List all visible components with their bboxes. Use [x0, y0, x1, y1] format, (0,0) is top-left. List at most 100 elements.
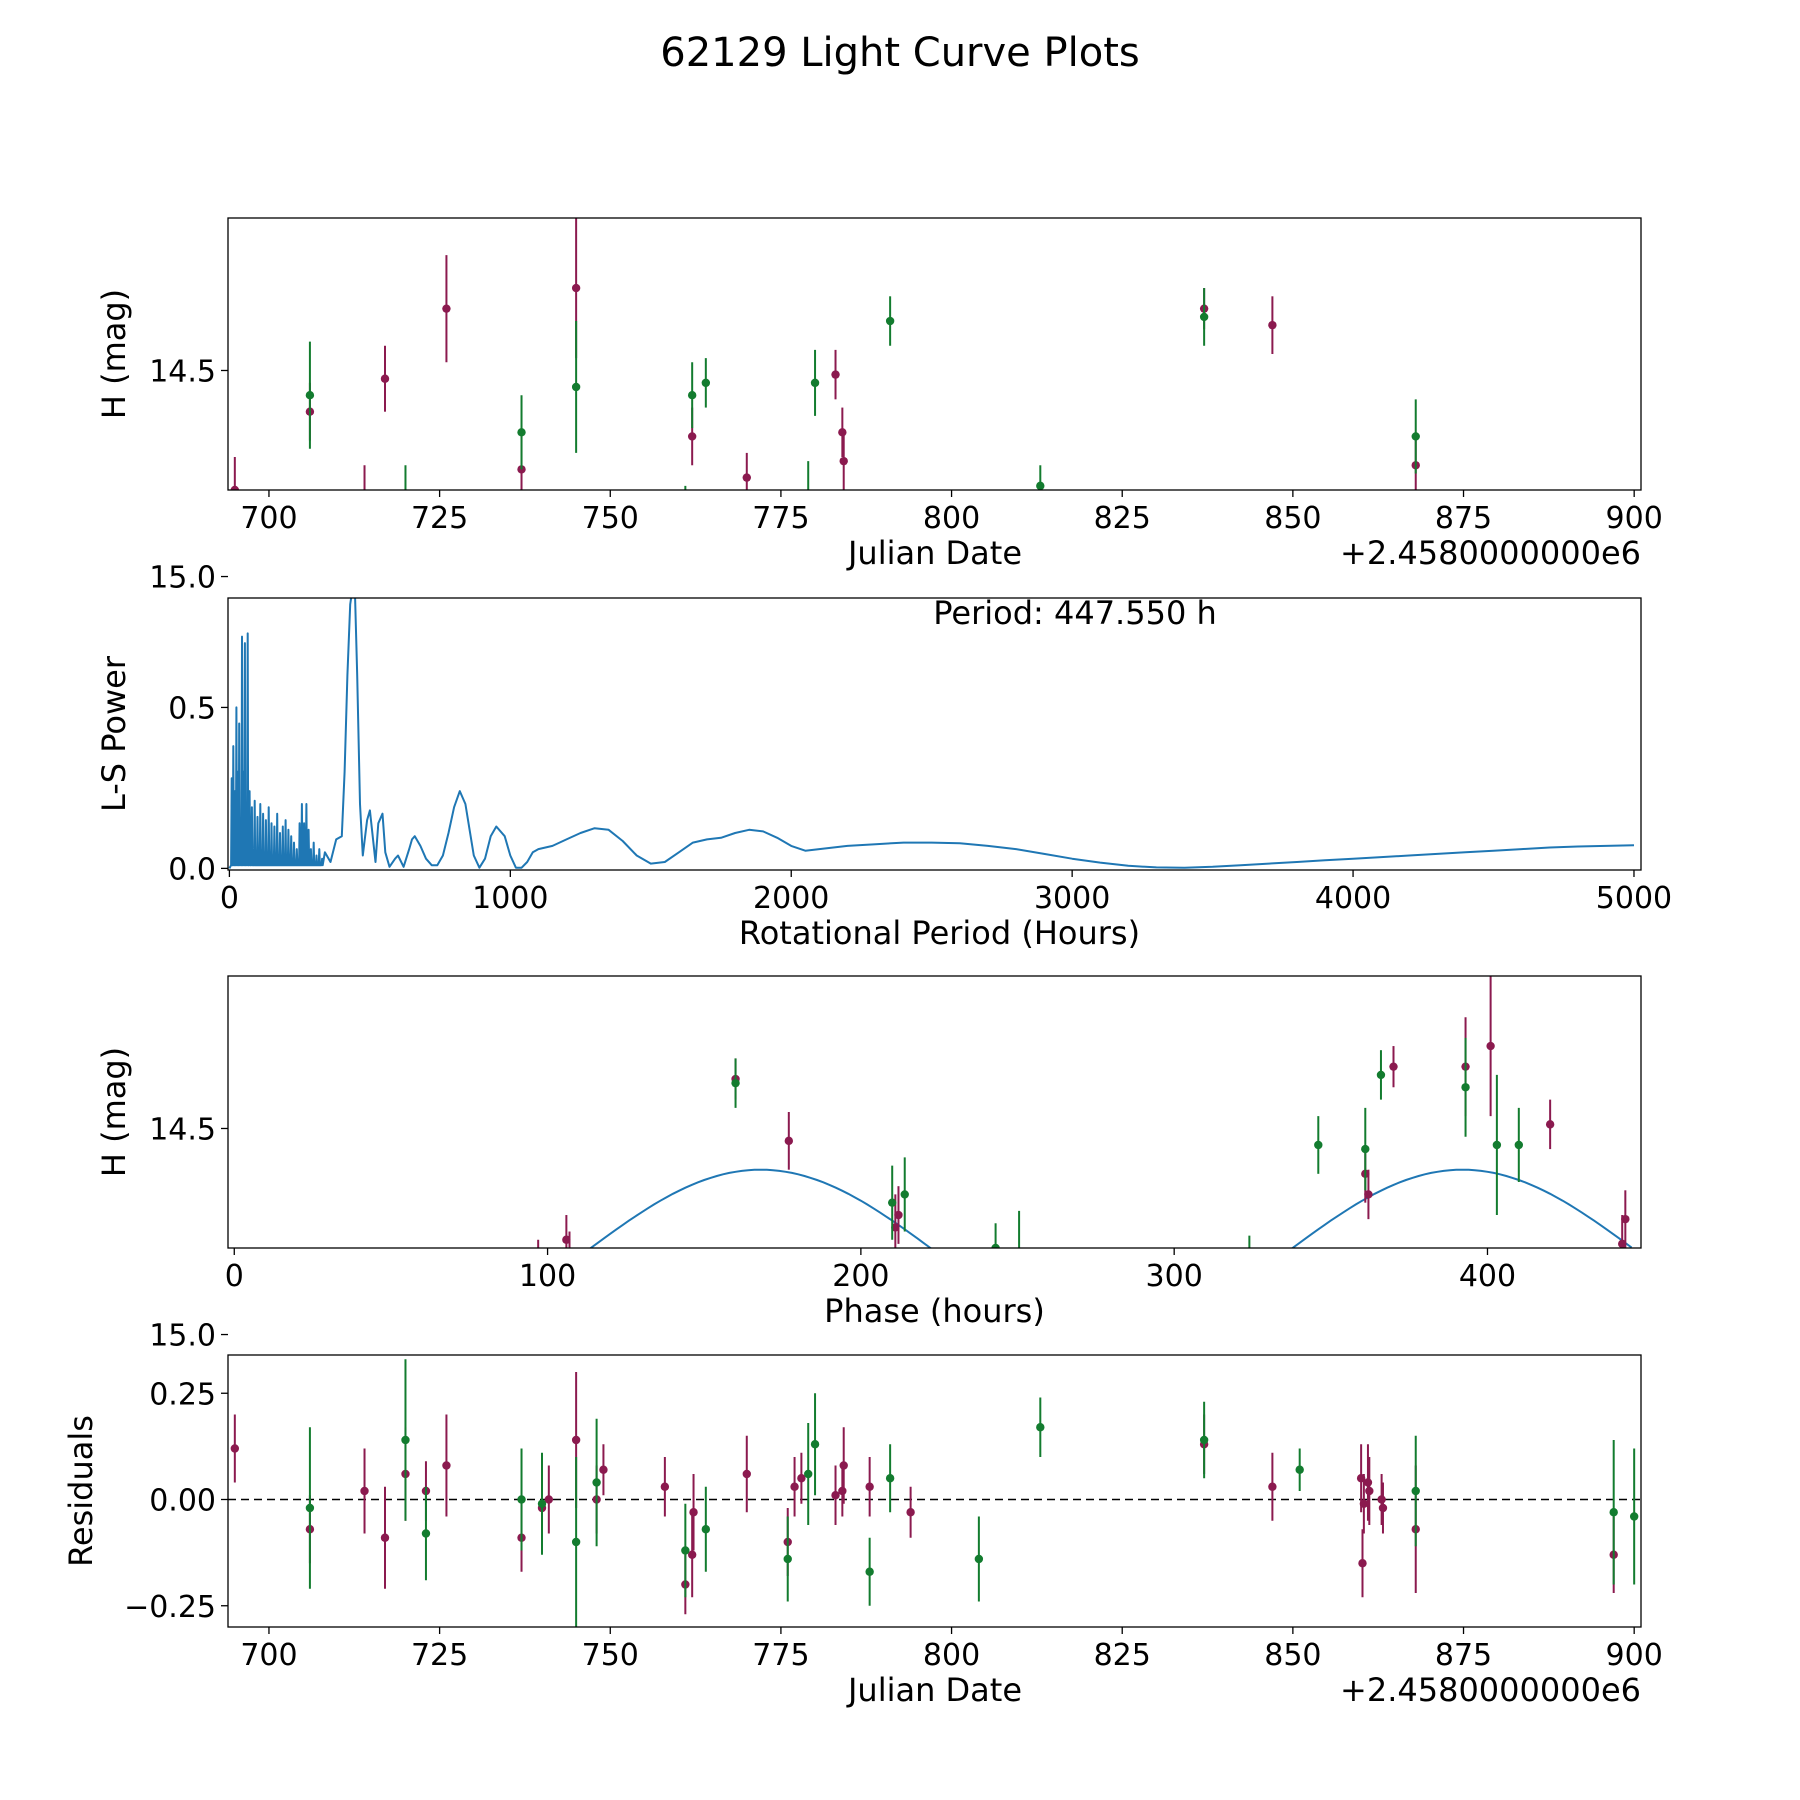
data-point	[318, 1339, 326, 1347]
x-tick-label: 100	[519, 1259, 576, 1294]
y-tick-label: 0.00	[149, 1484, 216, 1519]
data-point	[839, 456, 848, 466]
x-tick-label: 0	[220, 881, 239, 916]
data-point	[784, 1136, 794, 1146]
data-point	[1609, 1508, 1618, 1517]
data-point	[538, 630, 546, 638]
data-point	[1629, 1512, 1639, 1521]
data-point	[571, 382, 581, 392]
data-point	[376, 1355, 384, 1363]
data-point	[1114, 1384, 1122, 1392]
data-point	[442, 304, 451, 313]
data-point	[1359, 1499, 1369, 1508]
data-point	[302, 1306, 310, 1314]
data-point	[592, 1478, 601, 1487]
data-point	[305, 1355, 313, 1363]
data-point	[742, 473, 751, 482]
data-point	[274, 1314, 282, 1322]
series-green	[305, 1359, 1639, 1627]
data-point	[839, 1461, 848, 1470]
data-point	[1239, 1285, 1247, 1293]
periodogram-line	[228, 598, 1635, 869]
data-point	[537, 1499, 547, 1508]
data-point	[592, 564, 600, 572]
light-curve-panel: 700 725 750 775 800 825 850 875 900 15.0 14.5 Juli…	[95, 217, 1663, 642]
data-point	[865, 634, 873, 642]
data-point	[991, 1243, 1000, 1248]
y-tick-label: 0.25	[149, 1377, 216, 1412]
data-point	[1360, 572, 1368, 580]
data-point	[315, 1330, 323, 1338]
x-tick-label: 800	[923, 501, 980, 536]
data-point	[1236, 1326, 1244, 1334]
data-point	[1609, 589, 1617, 597]
data-point	[401, 519, 409, 527]
data-point	[1245, 1260, 1253, 1268]
data-point	[321, 1405, 329, 1413]
figure-title: 62129 Light Curve Plots	[660, 30, 1139, 76]
residuals-ticks: 700 725 750 775 800 825 850 875 900 0.25 0.00 −0.25	[124, 1377, 1663, 1673]
data-point	[742, 1469, 751, 1479]
y-tick-label: 14.5	[149, 354, 216, 389]
data-point	[1630, 593, 1638, 601]
y-tick-label: −0.25	[124, 1590, 216, 1625]
data-point	[681, 1546, 690, 1555]
data-point	[701, 378, 711, 388]
data-point	[1358, 626, 1366, 634]
data-point	[1358, 1559, 1367, 1568]
data-point	[1199, 1435, 1209, 1445]
data-point	[974, 1554, 984, 1564]
periodogram-ticks: 0 1000 2000 3000 4000 5000 0.0 0.5	[168, 691, 1672, 916]
x-tick-label: 4000	[1315, 881, 1391, 916]
data-point	[888, 1198, 897, 1207]
residuals-panel: 700 725 750 775 800 825 850 875 900 0.25 0.00 −0.25…	[62, 1354, 1663, 1709]
data-point	[305, 1503, 315, 1513]
data-point	[1514, 1140, 1524, 1150]
x-tick-label: 200	[832, 1259, 889, 1294]
data-point	[838, 1486, 847, 1496]
data-point	[401, 1435, 410, 1445]
data-point	[660, 1482, 670, 1491]
x-tick-label: 900	[1606, 1638, 1663, 1673]
data-point	[503, 1347, 511, 1355]
data-point	[512, 1388, 520, 1396]
x-tick-label: 2000	[753, 881, 829, 916]
data-point	[1545, 1120, 1555, 1129]
data-point	[1199, 312, 1209, 322]
data-point	[681, 548, 689, 556]
data-point	[906, 1508, 915, 1517]
data-point	[442, 1461, 451, 1470]
data-point	[891, 1223, 900, 1232]
light-curve-x-label: Julian Date	[846, 534, 1022, 572]
data-point	[894, 1210, 903, 1220]
data-point	[518, 1297, 526, 1305]
data-point	[545, 585, 553, 593]
x-tick-label: 775	[752, 501, 809, 536]
data-point	[797, 1474, 806, 1483]
data-point	[1036, 481, 1045, 490]
data-point	[797, 581, 805, 589]
data-point	[1189, 1347, 1197, 1355]
data-point	[1365, 1486, 1374, 1496]
data-point	[1389, 1062, 1398, 1071]
residuals-y-label: Residuals	[62, 1415, 100, 1567]
data-point	[1621, 1214, 1630, 1224]
data-point	[1314, 1140, 1323, 1150]
data-point	[1013, 1392, 1021, 1400]
data-point	[687, 1550, 697, 1559]
data-point	[810, 1440, 820, 1449]
data-point	[1015, 1277, 1023, 1285]
x-tick-label: 825	[1094, 501, 1151, 536]
phased-curve-axes-frame	[227, 975, 1642, 1249]
x-tick-label: 700	[240, 501, 297, 536]
periodogram-y-label: L-S Power	[95, 655, 133, 812]
data-point	[305, 391, 315, 400]
x-tick-label: 850	[1264, 1638, 1321, 1673]
y-tick-label: 14.5	[149, 1112, 216, 1147]
data-point	[885, 316, 895, 326]
data-point	[1076, 1359, 1084, 1367]
data-point	[1268, 1482, 1277, 1491]
x-tick-label: 850	[1264, 501, 1321, 536]
phased-curve-marks	[274, 976, 1633, 1413]
